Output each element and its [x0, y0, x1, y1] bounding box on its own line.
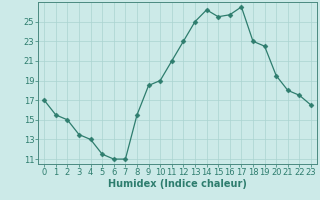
X-axis label: Humidex (Indice chaleur): Humidex (Indice chaleur): [108, 179, 247, 189]
